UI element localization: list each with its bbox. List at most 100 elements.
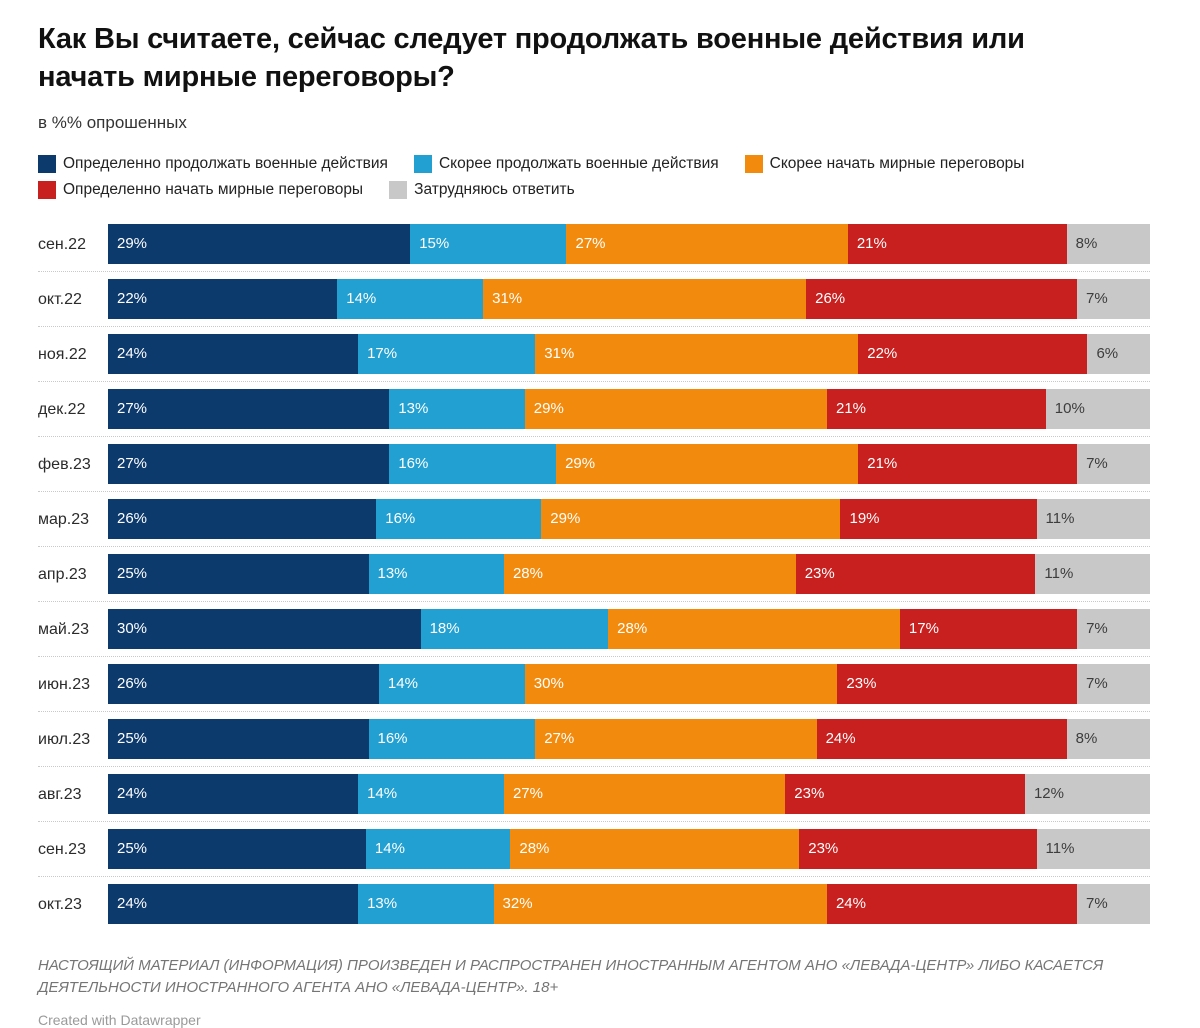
- bar-value-label: 23%: [808, 840, 839, 858]
- bar-segment[interactable]: 21%: [826, 388, 1046, 429]
- bar-segment[interactable]: 29%: [541, 498, 841, 539]
- bar-segment[interactable]: 25%: [108, 553, 369, 594]
- bar-value-label: 11%: [1045, 510, 1075, 528]
- bar-segment[interactable]: 14%: [358, 773, 504, 814]
- bar-value-label: 19%: [849, 510, 880, 528]
- bar-segment[interactable]: 22%: [858, 333, 1088, 374]
- bar-segment[interactable]: 28%: [510, 828, 800, 869]
- bar-segment[interactable]: 10%: [1045, 388, 1150, 429]
- bar-segment[interactable]: 24%: [826, 883, 1078, 924]
- bar-segment[interactable]: 28%: [503, 553, 796, 594]
- bar-segment[interactable]: 11%: [1035, 553, 1150, 594]
- bar-segment[interactable]: 24%: [108, 883, 359, 924]
- bar-segment[interactable]: 18%: [420, 608, 609, 649]
- legend-swatch-icon: [744, 154, 763, 173]
- bar-segment[interactable]: 15%: [410, 223, 567, 264]
- bar-segment[interactable]: 7%: [1077, 608, 1150, 649]
- bar-segment[interactable]: 23%: [837, 663, 1078, 704]
- bar-value-label: 7%: [1086, 620, 1108, 638]
- bar-segment[interactable]: 22%: [108, 278, 338, 319]
- bar-value-label: 16%: [398, 455, 429, 473]
- bar-track: 22% 14% 31% 26% 7%: [108, 278, 1150, 319]
- bar-segment[interactable]: 27%: [108, 443, 390, 484]
- bar-value-label: 26%: [117, 675, 148, 693]
- bar-row-окт.23: окт.23 24% 13% 32% 24% 7%: [38, 875, 1150, 931]
- bar-segment[interactable]: 17%: [358, 333, 536, 374]
- bar-value-label: 25%: [117, 840, 148, 858]
- bar-value-label: 6%: [1096, 345, 1119, 363]
- row-label: сен.23: [38, 840, 86, 858]
- bar-value-label: 16%: [377, 730, 408, 748]
- bar-track: 26% 16% 29% 19% 11%: [108, 498, 1150, 539]
- bar-segment[interactable]: 7%: [1077, 883, 1150, 924]
- bar-value-label: 16%: [385, 510, 416, 528]
- bar-segment[interactable]: 27%: [108, 388, 390, 429]
- bar-track: 27% 13% 29% 21% 10%: [108, 388, 1150, 429]
- bar-segment[interactable]: 19%: [840, 498, 1037, 539]
- bar-segment[interactable]: 32%: [493, 883, 827, 924]
- bar-row-мар.23: мар.23 26% 16% 29% 19% 11%: [38, 490, 1150, 546]
- bar-value-label: 13%: [377, 565, 408, 583]
- bar-segment[interactable]: 16%: [368, 718, 536, 759]
- bar-segment[interactable]: 11%: [1036, 498, 1150, 539]
- bar-track: 29% 15% 27% 21% 8%: [108, 223, 1150, 264]
- bar-segment[interactable]: 29%: [556, 443, 859, 484]
- bar-segment[interactable]: 31%: [483, 278, 807, 319]
- bar-row-окт.22: окт.22 22% 14% 31% 26% 7%: [38, 270, 1150, 326]
- bar-segment[interactable]: 17%: [899, 608, 1078, 649]
- bar-row-ноя.22: ноя.22 24% 17% 31% 22% 6%: [38, 325, 1150, 381]
- bar-row-фев.23: фев.23 27% 16% 29% 21% 7%: [38, 435, 1150, 491]
- bar-segment[interactable]: 14%: [365, 828, 511, 869]
- bar-segment[interactable]: 26%: [806, 278, 1078, 319]
- bar-value-label: 24%: [835, 895, 866, 913]
- bar-segment[interactable]: 14%: [378, 663, 525, 704]
- bar-segment[interactable]: 29%: [108, 223, 411, 264]
- bar-segment[interactable]: 14%: [337, 278, 484, 319]
- bar-segment[interactable]: 8%: [1066, 718, 1150, 759]
- bar-segment[interactable]: 24%: [108, 773, 359, 814]
- bar-value-label: 12%: [1033, 785, 1064, 803]
- bar-segment[interactable]: 26%: [108, 498, 377, 539]
- bar-segment[interactable]: 12%: [1024, 773, 1150, 814]
- bar-segment[interactable]: 8%: [1066, 223, 1150, 264]
- bar-row-авг.23: авг.23 24% 14% 27% 23% 12%: [38, 765, 1150, 821]
- bar-segment[interactable]: 24%: [816, 718, 1067, 759]
- bar-value-label: 24%: [117, 785, 148, 803]
- bar-segment[interactable]: 16%: [389, 443, 557, 484]
- bar-segment[interactable]: 28%: [608, 608, 900, 649]
- bar-segment[interactable]: 27%: [535, 718, 817, 759]
- bar-segment[interactable]: 23%: [799, 828, 1037, 869]
- bar-segment[interactable]: 30%: [524, 663, 838, 704]
- bar-segment[interactable]: 16%: [376, 498, 542, 539]
- bar-segment[interactable]: 13%: [389, 388, 525, 429]
- bar-segment[interactable]: 7%: [1077, 443, 1150, 484]
- bar-segment[interactable]: 27%: [566, 223, 848, 264]
- bar-segment[interactable]: 23%: [785, 773, 1025, 814]
- bar-segment[interactable]: 7%: [1077, 278, 1150, 319]
- bar-segment[interactable]: 30%: [108, 608, 421, 649]
- bar-segment[interactable]: 31%: [535, 333, 859, 374]
- bar-value-label: 27%: [575, 235, 606, 253]
- bar-segment[interactable]: 6%: [1087, 333, 1150, 374]
- bar-segment[interactable]: 29%: [524, 388, 827, 429]
- bar-segment[interactable]: 26%: [108, 663, 379, 704]
- bar-segment[interactable]: 21%: [858, 443, 1078, 484]
- bar-segment[interactable]: 13%: [358, 883, 494, 924]
- bar-segment[interactable]: 25%: [108, 718, 369, 759]
- bar-value-label: 31%: [544, 345, 575, 363]
- bar-row-апр.23: апр.23 25% 13% 28% 23% 11%: [38, 545, 1150, 601]
- bar-track: 25% 14% 28% 23% 11%: [108, 828, 1150, 869]
- bar-segment[interactable]: 7%: [1077, 663, 1150, 704]
- bar-segment[interactable]: 27%: [503, 773, 786, 814]
- bar-segment[interactable]: 11%: [1036, 828, 1150, 869]
- legend-item-0: Определенно продолжать военные действия: [38, 154, 388, 173]
- bar-segment[interactable]: 23%: [795, 553, 1036, 594]
- bar-segment[interactable]: 13%: [368, 553, 504, 594]
- bar-segment[interactable]: 21%: [847, 223, 1067, 264]
- legend-swatch-icon: [389, 180, 408, 199]
- bar-value-label: 7%: [1086, 675, 1108, 693]
- bar-segment[interactable]: 24%: [108, 333, 359, 374]
- bar-row-июн.23: июн.23 26% 14% 30% 23% 7%: [38, 655, 1150, 711]
- bar-segment[interactable]: 25%: [108, 828, 366, 869]
